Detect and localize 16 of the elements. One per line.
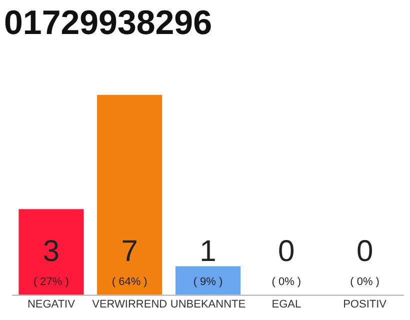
annotation: ( 0% ) <box>272 276 302 288</box>
data-label: 0 <box>356 234 374 268</box>
x-tick-label: VERWIRREND <box>92 298 168 310</box>
x-tick-label: UNBEKANNTE <box>170 298 246 310</box>
chart-title: 01729938296 <box>4 4 212 42</box>
data-label: 1 <box>200 234 216 268</box>
annotation: ( 64% ) <box>112 276 148 288</box>
x-tick-label: POSITIV <box>343 298 388 310</box>
x-tick-label: NEGATIV <box>27 298 76 310</box>
x-tick-label: EGAL <box>272 298 302 310</box>
annotation: ( 27% ) <box>33 276 69 288</box>
data-label: 0 <box>278 234 295 268</box>
data-label: 7 <box>121 234 138 268</box>
data-label: 3 <box>42 234 60 268</box>
annotation: ( 9% ) <box>193 276 223 288</box>
annotation: ( 0% ) <box>350 276 380 288</box>
